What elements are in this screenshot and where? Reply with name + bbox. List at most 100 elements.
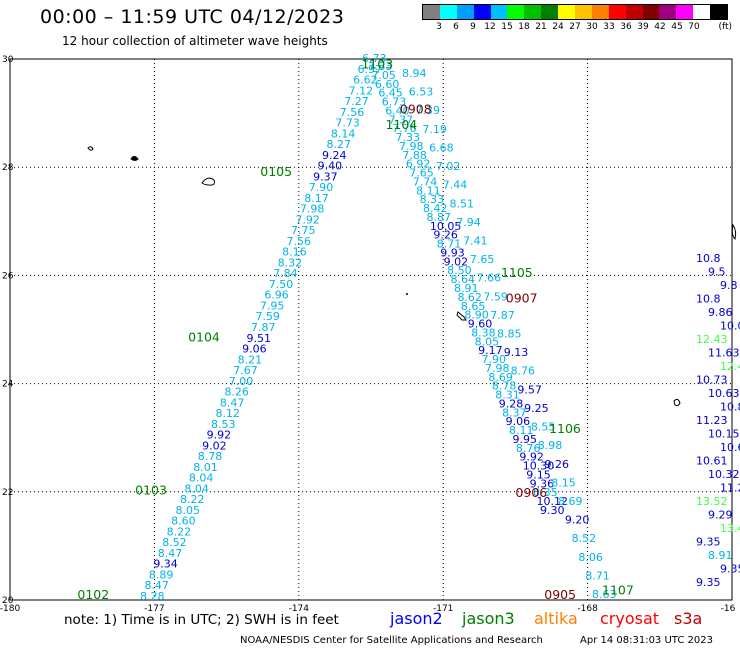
swh-value-ascending: 9.06 bbox=[242, 343, 267, 356]
swh-value-descending: 7.88 bbox=[402, 149, 427, 162]
swh-value-descending: 6.73 bbox=[382, 96, 407, 109]
legend-swatch-11 bbox=[608, 5, 626, 19]
swh-value-ascending: 8.16 bbox=[282, 246, 307, 259]
swh-value-edge: 9.86 bbox=[708, 306, 733, 319]
swh-value-ascending: 8.21 bbox=[238, 353, 263, 366]
legend-swatch-10 bbox=[591, 5, 609, 19]
swh-value-ascending: 8.01 bbox=[193, 461, 218, 474]
swh-value-descending: 9.30 bbox=[540, 504, 565, 517]
swh-value-ascending: 7.92 bbox=[295, 213, 320, 226]
swh-value-descending: 7.33 bbox=[396, 131, 421, 144]
swh-value-descending: 10.05 bbox=[430, 220, 462, 233]
swh-value-pass-b: 7.87 bbox=[490, 309, 515, 322]
swh-value-ascending: 6.73 bbox=[362, 52, 387, 65]
swh-value-edge: 11.63 bbox=[708, 347, 740, 360]
swh-value-descending: 8.71 bbox=[437, 238, 462, 251]
legend-label: 33 bbox=[603, 22, 615, 32]
island-5 bbox=[406, 293, 408, 295]
swh-value-pass-b: 8.69 bbox=[558, 495, 583, 508]
swh-value-ascending: 6.96 bbox=[264, 289, 289, 302]
swh-value-pass-b: 8.51 bbox=[450, 197, 475, 210]
legend-label: 12 bbox=[484, 22, 496, 32]
swh-value-descending: 8.76 bbox=[516, 442, 541, 455]
credit-line: NOAA/NESDIS Center for Satellite Applica… bbox=[240, 635, 543, 646]
pass-label: 0908 bbox=[400, 102, 432, 117]
swh-value-pass-b: 8.15 bbox=[551, 476, 576, 489]
swh-value-ascending: 7.98 bbox=[300, 203, 325, 216]
swh-value-descending: 8.11 bbox=[416, 184, 441, 197]
swh-value-descending: 8.35 bbox=[533, 486, 558, 499]
pass-label: 0906 bbox=[515, 485, 547, 500]
legend-label: 3 bbox=[436, 22, 442, 32]
pass-label: 1103 bbox=[361, 57, 393, 72]
x-tick-label: -171 bbox=[433, 604, 453, 614]
swh-value-descending: 7.05 bbox=[371, 69, 396, 82]
swh-value-descending: 9.26 bbox=[433, 229, 458, 242]
x-tick-label: -168 bbox=[577, 604, 598, 614]
y-tick-label: 22 bbox=[2, 488, 13, 498]
legend-swatch-0 bbox=[423, 5, 440, 19]
timestamp: Apr 14 08:31:03 UTC 2023 bbox=[580, 635, 713, 646]
satellite-s3a: s3a bbox=[674, 609, 703, 628]
swh-value-edge: 9.5 bbox=[708, 266, 726, 279]
y-tick-label: 30 bbox=[2, 55, 14, 65]
swh-value-edge: 10.86 bbox=[720, 401, 740, 414]
swh-value-ascending: 8.04 bbox=[189, 472, 214, 485]
swh-value-ascending: 9.24 bbox=[322, 149, 347, 162]
swh-value-ascending: 9.37 bbox=[313, 170, 338, 183]
swh-value-ascending: 7.75 bbox=[291, 224, 316, 237]
swh-value-descending: 8.38 bbox=[471, 326, 496, 339]
swh-value-ascending: 6.97 bbox=[358, 63, 383, 76]
swh-value-descending: 8.78 bbox=[492, 380, 516, 393]
swh-value-pass-b: 7.59 bbox=[483, 290, 508, 303]
pass-label: 1105 bbox=[501, 265, 533, 280]
island-2 bbox=[130, 156, 139, 161]
swh-value-descending: 8.42 bbox=[423, 202, 448, 215]
legend-swatch-12 bbox=[625, 5, 643, 19]
legend-label: 42 bbox=[654, 22, 666, 32]
legend-unit: (ft) bbox=[718, 22, 733, 32]
swh-value-descending: 7.33 bbox=[368, 60, 393, 73]
swh-value-ascending: 7.90 bbox=[309, 181, 334, 194]
swh-value-pass-b: 6.53 bbox=[409, 86, 434, 99]
legend-swatch-8 bbox=[558, 5, 576, 19]
pass-label: 1104 bbox=[385, 117, 417, 132]
page-subtitle: 12 hour collection of altimeter wave hei… bbox=[62, 34, 328, 48]
swh-value-ascending: 7.00 bbox=[229, 375, 254, 388]
x-tick-label: -177 bbox=[144, 604, 164, 614]
legend-label: 36 bbox=[620, 22, 632, 32]
legend-swatch-1 bbox=[439, 5, 457, 19]
swh-value-pass-b: 8.55 bbox=[531, 421, 556, 434]
swh-value-descending: 6.45 bbox=[378, 87, 403, 100]
swh-value-ascending: 8.60 bbox=[171, 515, 196, 528]
y-tick-label: 24 bbox=[2, 380, 14, 390]
swh-value-ascending: 7.50 bbox=[269, 278, 294, 291]
legend-label: 39 bbox=[637, 22, 649, 32]
swh-value-pass-b: 7.39 bbox=[416, 104, 441, 117]
swh-value-descending: 8.65 bbox=[461, 300, 486, 313]
pass-label: 1107 bbox=[602, 583, 634, 598]
swh-value-ascending: 7.73 bbox=[335, 117, 360, 130]
swh-value-ascending: 8.12 bbox=[215, 407, 240, 420]
swh-value-ascending: 7.56 bbox=[340, 106, 365, 119]
swh-value-descending: 8.11 bbox=[509, 424, 534, 437]
swh-value-pass-b: 8.98 bbox=[538, 439, 563, 452]
swh-value-descending: 9.93 bbox=[440, 246, 465, 259]
swh-value-descending: 7.98 bbox=[399, 140, 424, 153]
y-tick-label: 26 bbox=[2, 271, 14, 281]
pass-label: 0907 bbox=[506, 290, 538, 305]
swh-value-edge: 10.8 bbox=[696, 252, 721, 265]
swh-value-descending: 8.50 bbox=[447, 264, 472, 277]
swh-value-descending: 7.74 bbox=[413, 175, 438, 188]
swh-value-ascending: 7.84 bbox=[273, 267, 298, 280]
swh-value-descending: 7.37 bbox=[389, 113, 414, 126]
legend-label: 70 bbox=[688, 22, 700, 32]
swh-value-pass-b: 6.68 bbox=[429, 141, 454, 154]
legend-swatches bbox=[422, 4, 728, 20]
swh-value-edge: 10.8 bbox=[696, 293, 721, 306]
swh-value-descending: 7.65 bbox=[409, 167, 434, 180]
swh-value-descending: 9.92 bbox=[519, 451, 544, 464]
swh-value-descending: 10.12 bbox=[537, 495, 569, 508]
